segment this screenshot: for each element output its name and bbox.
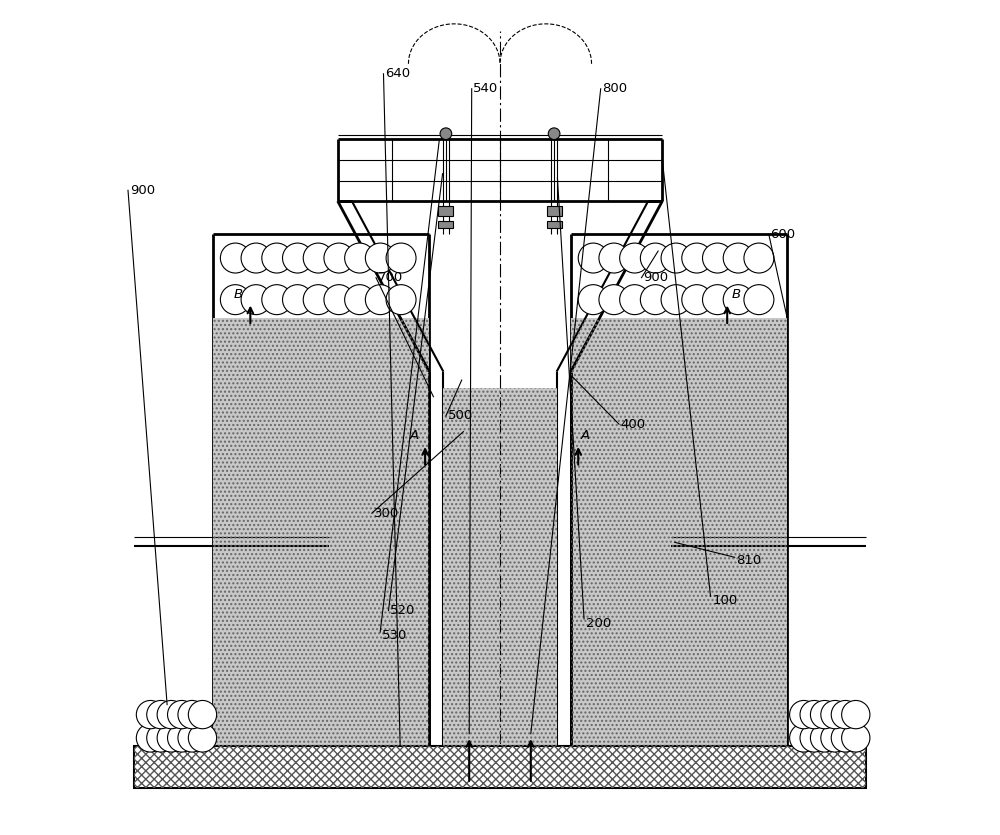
Circle shape [723, 285, 753, 315]
Circle shape [821, 701, 849, 729]
Circle shape [578, 243, 608, 273]
Bar [213, 317, 429, 746]
Circle shape [620, 243, 650, 273]
Bar [443, 388, 557, 746]
Text: 100: 100 [712, 594, 737, 607]
Text: A: A [410, 429, 419, 443]
Circle shape [800, 724, 828, 752]
Circle shape [147, 724, 175, 752]
Text: 640: 640 [385, 68, 410, 80]
Circle shape [744, 285, 774, 315]
Circle shape [682, 285, 712, 315]
Circle shape [599, 285, 629, 315]
Text: 500: 500 [448, 409, 473, 423]
Text: 300: 300 [374, 507, 399, 519]
Circle shape [136, 724, 165, 752]
Circle shape [147, 701, 175, 729]
Circle shape [241, 285, 271, 315]
Circle shape [303, 285, 333, 315]
Circle shape [821, 724, 849, 752]
Circle shape [241, 243, 271, 273]
Circle shape [810, 701, 839, 729]
Circle shape [345, 243, 375, 273]
Text: 540: 540 [473, 83, 499, 95]
Circle shape [790, 724, 818, 752]
Text: 400: 400 [621, 418, 646, 431]
Circle shape [188, 701, 217, 729]
Circle shape [640, 243, 670, 273]
Circle shape [386, 243, 416, 273]
Text: 900: 900 [130, 184, 155, 197]
Bar [443, 388, 557, 746]
Text: 530: 530 [382, 629, 407, 642]
Bar [547, 206, 562, 216]
Text: 200: 200 [586, 617, 611, 630]
Bar [547, 221, 562, 228]
Circle shape [303, 243, 333, 273]
Bar [438, 221, 453, 228]
Circle shape [440, 128, 452, 139]
Circle shape [386, 285, 416, 315]
Circle shape [703, 285, 732, 315]
Bar [571, 317, 787, 746]
Circle shape [324, 285, 354, 315]
Circle shape [168, 724, 196, 752]
Circle shape [578, 285, 608, 315]
Circle shape [661, 243, 691, 273]
Circle shape [790, 701, 818, 729]
Circle shape [703, 243, 732, 273]
Circle shape [640, 285, 670, 315]
Circle shape [345, 285, 375, 315]
Bar [134, 746, 866, 788]
Bar [571, 317, 787, 746]
Circle shape [620, 285, 650, 315]
Circle shape [283, 285, 312, 315]
Circle shape [365, 243, 395, 273]
Circle shape [324, 243, 354, 273]
Circle shape [178, 701, 206, 729]
Circle shape [365, 285, 395, 315]
Circle shape [188, 724, 217, 752]
Text: 600: 600 [770, 228, 796, 241]
Circle shape [157, 701, 185, 729]
Bar [213, 317, 429, 746]
Text: 800: 800 [602, 83, 627, 95]
Circle shape [262, 243, 292, 273]
Circle shape [168, 701, 196, 729]
Circle shape [661, 285, 691, 315]
Text: 520: 520 [390, 604, 416, 617]
Circle shape [800, 701, 828, 729]
Circle shape [682, 243, 712, 273]
Circle shape [178, 724, 206, 752]
Text: 700: 700 [378, 271, 403, 284]
Circle shape [744, 243, 774, 273]
Circle shape [831, 724, 860, 752]
Circle shape [831, 701, 860, 729]
Circle shape [220, 285, 250, 315]
Circle shape [842, 701, 870, 729]
Text: A: A [581, 429, 590, 443]
Circle shape [262, 285, 292, 315]
Text: B: B [234, 288, 243, 301]
Circle shape [136, 701, 165, 729]
Bar [438, 206, 453, 216]
Bar [134, 746, 866, 788]
Text: B: B [732, 288, 741, 301]
Circle shape [283, 243, 312, 273]
Circle shape [810, 724, 839, 752]
Circle shape [599, 243, 629, 273]
Circle shape [157, 724, 185, 752]
Circle shape [220, 243, 250, 273]
Circle shape [548, 128, 560, 139]
Text: 810: 810 [736, 554, 762, 567]
Circle shape [842, 724, 870, 752]
Circle shape [723, 243, 753, 273]
Text: 900: 900 [643, 271, 668, 284]
